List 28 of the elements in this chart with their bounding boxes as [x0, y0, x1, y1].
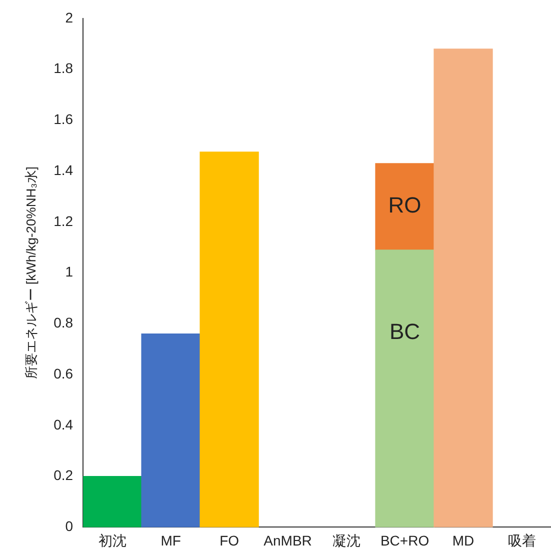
- x-tick-label: 初沈: [98, 532, 126, 548]
- y-axis-title: 所要エネルギー [kWh/kg-20%NH₃水]: [23, 166, 38, 380]
- bar: [200, 152, 259, 528]
- bar: [83, 476, 142, 528]
- y-tick-label: 1.2: [54, 212, 74, 229]
- y-tick-label: 1.6: [54, 111, 74, 128]
- x-tick-label: MF: [160, 532, 181, 548]
- series-label: BC: [389, 319, 420, 344]
- x-tick-label: AnMBR: [264, 532, 312, 548]
- y-tick-label: 0: [65, 518, 74, 534]
- y-tick-label: 1: [65, 264, 74, 280]
- y-tick-label: 0.4: [54, 416, 74, 432]
- bar: [434, 48, 493, 528]
- x-tick-label: MD: [452, 532, 474, 548]
- bar: [141, 334, 200, 528]
- y-tick-label: 2: [65, 9, 74, 26]
- x-tick-label: 凝沈: [332, 532, 360, 548]
- y-tick-label: 1.4: [54, 162, 74, 178]
- bar: [375, 163, 434, 250]
- y-tick-label: 0.6: [54, 365, 74, 382]
- y-tick-label: 1.8: [54, 60, 74, 76]
- x-tick-label: FO: [220, 532, 240, 548]
- series-label: RO: [388, 192, 422, 218]
- y-tick-label: 0.8: [54, 314, 74, 331]
- x-tick-label: BC+RO: [380, 532, 430, 548]
- x-tick-label: 吸着: [508, 532, 536, 548]
- y-tick-label: 0.2: [54, 467, 74, 484]
- bar: [375, 250, 434, 528]
